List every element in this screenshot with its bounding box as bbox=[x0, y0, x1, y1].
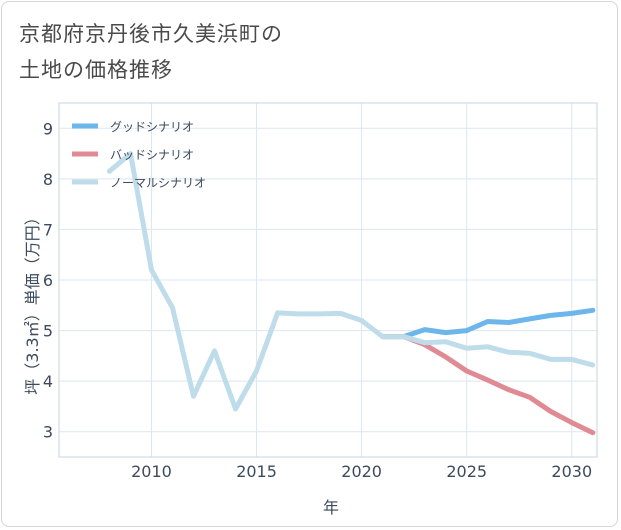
chart-title-line-2: 土地の価格推移 bbox=[19, 58, 173, 82]
legend-label: ノーマルシナリオ bbox=[110, 176, 206, 190]
legend-label: グッドシナリオ bbox=[110, 120, 194, 134]
plot-area bbox=[58, 102, 598, 458]
y-axis-label: 坪（3.3㎡）単価（万円） bbox=[23, 209, 42, 394]
plot-border bbox=[58, 102, 598, 458]
y-tick-label: 9 bbox=[43, 119, 53, 138]
x-tick-labels: 2010 2015 2020 2025 2030 bbox=[131, 462, 592, 481]
x-tick-label: 2030 bbox=[551, 462, 592, 481]
chart-title: 京都府京丹後市久美浜町の 土地の価格推移 bbox=[19, 16, 283, 88]
legend-item-1[interactable]: バッドシナリオ bbox=[72, 148, 194, 162]
series-line-2 bbox=[106, 151, 596, 412]
chart-title-line-1: 京都府京丹後市久美浜町の bbox=[19, 22, 283, 46]
legend-label: バッドシナリオ bbox=[110, 148, 194, 162]
y-tick-label: 4 bbox=[43, 372, 53, 391]
series-line-0 bbox=[380, 307, 596, 340]
y-tick-labels: 3 4 5 6 7 8 9 bbox=[43, 119, 53, 441]
series-lines bbox=[106, 151, 596, 436]
series-line-1 bbox=[380, 334, 596, 436]
legend-item-0[interactable]: グッドシナリオ bbox=[72, 120, 194, 134]
y-tick-label: 5 bbox=[43, 322, 53, 341]
y-tick-label: 8 bbox=[43, 170, 53, 189]
y-tick-label: 6 bbox=[43, 271, 53, 290]
legend-item-2[interactable]: ノーマルシナリオ bbox=[72, 176, 206, 190]
y-tick-label: 3 bbox=[43, 423, 53, 442]
x-tick-label: 2020 bbox=[341, 462, 382, 481]
x-axis-label: 年 bbox=[323, 498, 339, 517]
y-tick-label: 7 bbox=[43, 220, 53, 239]
x-tick-label: 2025 bbox=[446, 462, 487, 481]
grid bbox=[59, 103, 597, 457]
x-tick-label: 2015 bbox=[236, 462, 277, 481]
x-tick-label: 2010 bbox=[131, 462, 172, 481]
